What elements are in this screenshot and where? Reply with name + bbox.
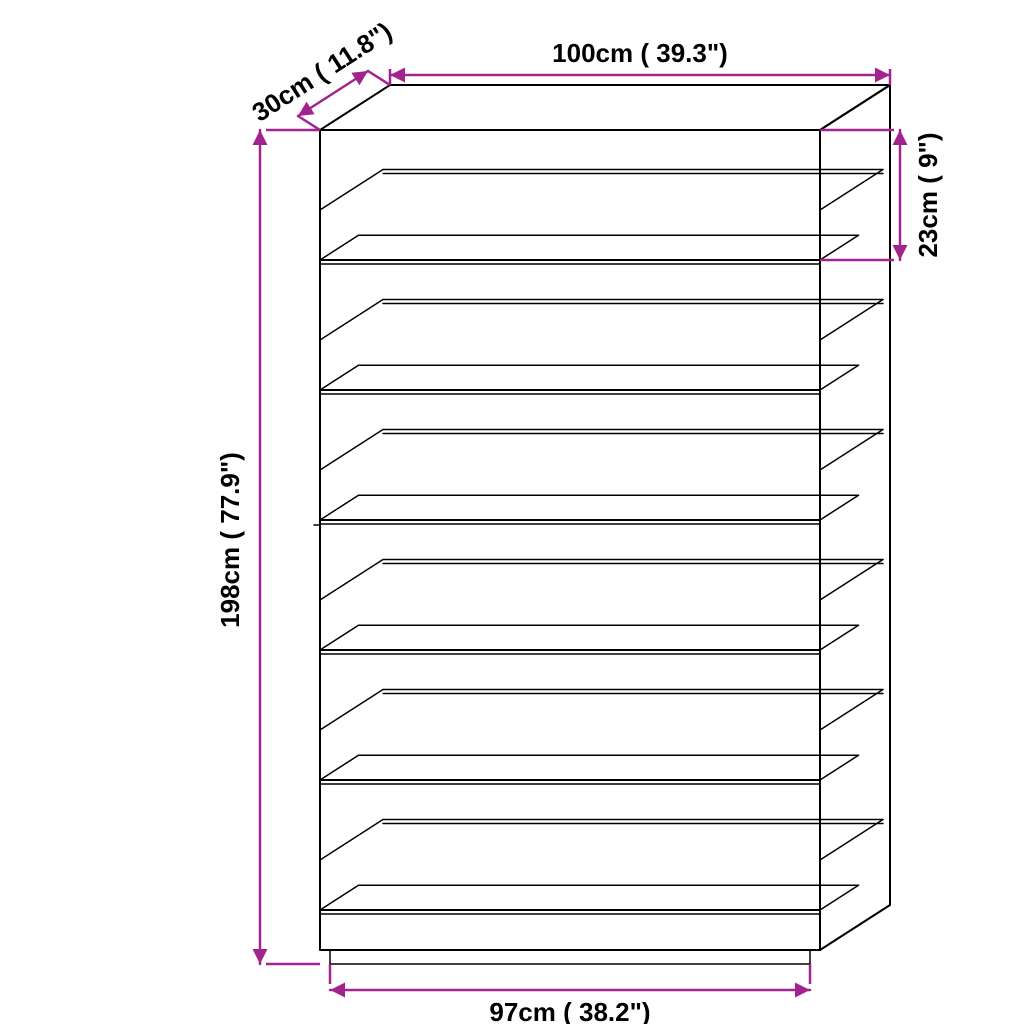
dim-height-label: 198cm ( 77.9") (215, 452, 245, 628)
dim-width-label: 100cm ( 39.3") (552, 38, 728, 68)
dim-inner-width-label: 97cm ( 38.2") (489, 997, 650, 1024)
dim-depth-label: 30cm ( 11.8") (247, 16, 398, 128)
dim-shelf-gap-label: 23cm ( 9") (913, 132, 943, 257)
